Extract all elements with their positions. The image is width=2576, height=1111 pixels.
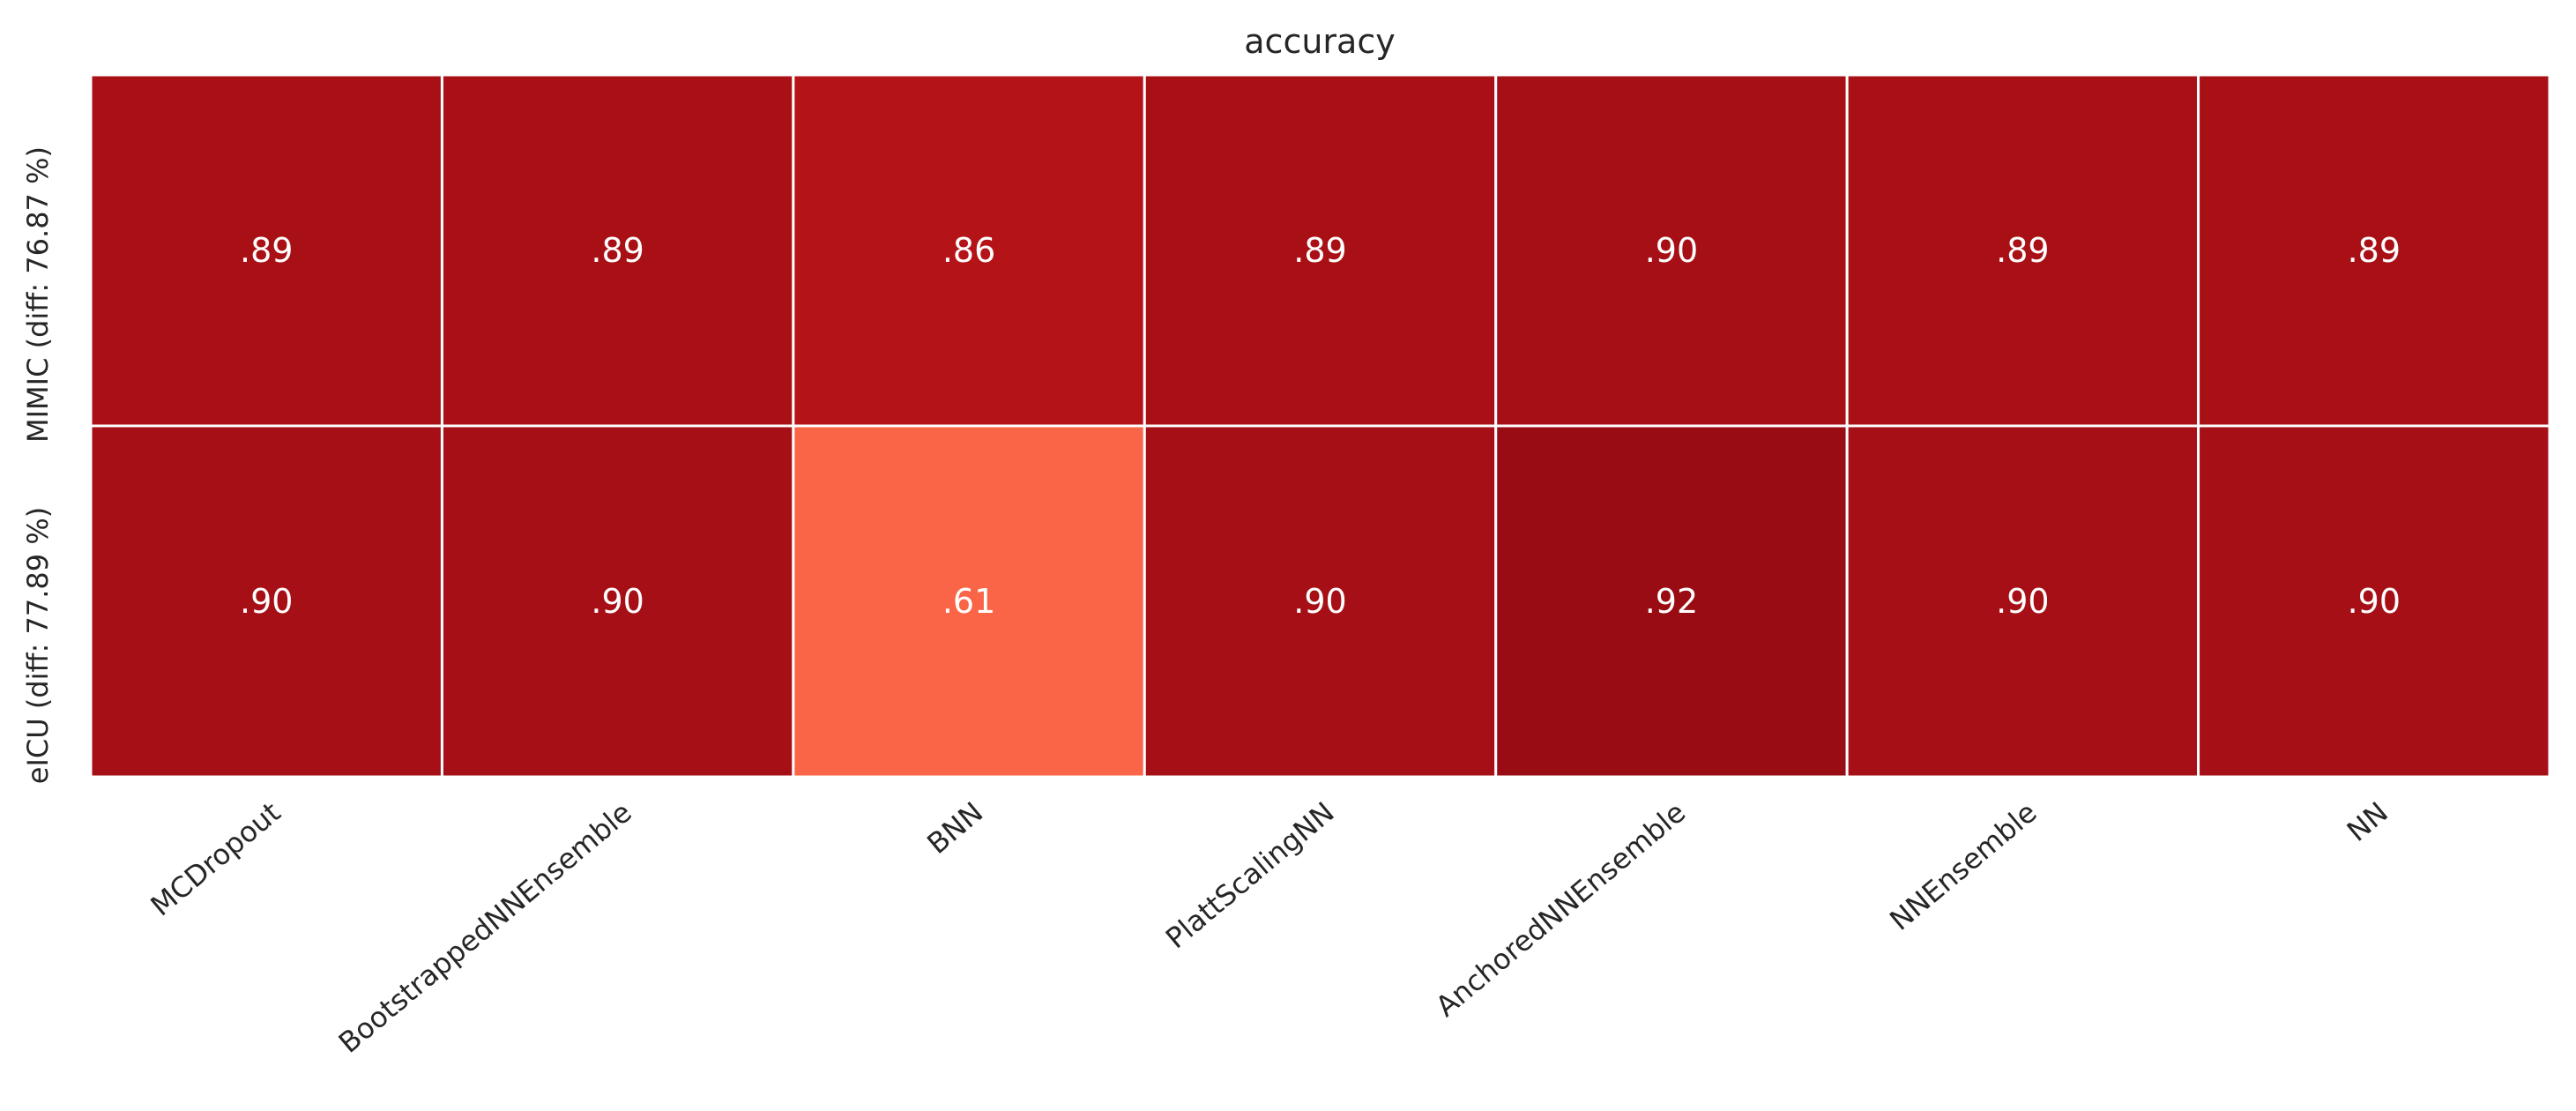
heatmap-cell bbox=[1494, 424, 1849, 779]
cell-value-label: .90 bbox=[240, 582, 293, 621]
heatmap-cell bbox=[440, 73, 795, 428]
column-label: NNEnsemble bbox=[1883, 795, 2043, 937]
cell-value-label: .90 bbox=[1293, 582, 1346, 621]
cell-value-label: .89 bbox=[1996, 231, 2049, 270]
column-label: BootstrappedNNEnsemble bbox=[332, 795, 638, 1060]
cell-value-label: .90 bbox=[1645, 231, 1698, 270]
chart-title: accuracy bbox=[1244, 22, 1395, 61]
heatmap-cell bbox=[1845, 424, 2200, 779]
heatmap-cell bbox=[1845, 73, 2200, 428]
heatmap-cell bbox=[2197, 424, 2551, 779]
cell-value-label: .90 bbox=[591, 582, 644, 621]
heatmap-cell bbox=[792, 73, 1146, 428]
cell-value-label: .86 bbox=[942, 231, 995, 270]
cell-value-label: .89 bbox=[2348, 231, 2401, 270]
heatmap-cells: .89 .89 .86 .89 .90 .89 .89 .90 .90 .61 .90 .92 .90.… bbox=[89, 73, 2551, 779]
cell-value-label: .90 bbox=[2348, 582, 2401, 621]
column-label: PlattScalingNN bbox=[1159, 795, 1341, 955]
row-labels: MIMIC (diff: 76.87 %) eICU (diff: 77.89 %… bbox=[21, 146, 55, 784]
cell-value-label: .89 bbox=[240, 231, 293, 270]
heatmap-cell bbox=[792, 424, 1146, 779]
row-label: MIMIC (diff: 76.87 %) bbox=[21, 146, 55, 443]
cell-value-label: .89 bbox=[591, 231, 644, 270]
column-labels: MCDropout BootstrappedNNEnsemble BNN PlattS… bbox=[145, 795, 2394, 1060]
heatmap-cell bbox=[89, 73, 443, 428]
row-label: eICU (diff: 77.89 %) bbox=[21, 507, 55, 784]
heatmap-cell bbox=[440, 424, 795, 779]
heatmap-cell bbox=[89, 424, 443, 779]
column-label: AnchoredNNEnsemble bbox=[1429, 795, 1692, 1024]
cell-value-label: .92 bbox=[1645, 582, 1698, 621]
cell-value-label: .89 bbox=[1293, 231, 1346, 270]
cell-value-label: .90 bbox=[1996, 582, 2049, 621]
heatmap-cell bbox=[1143, 73, 1498, 428]
cell-value-label: .61 bbox=[942, 582, 995, 621]
column-label: MCDropout bbox=[145, 795, 287, 922]
column-label: NN bbox=[2341, 795, 2394, 848]
column-label: BNN bbox=[920, 795, 989, 861]
heatmap-cell bbox=[1494, 73, 1849, 428]
